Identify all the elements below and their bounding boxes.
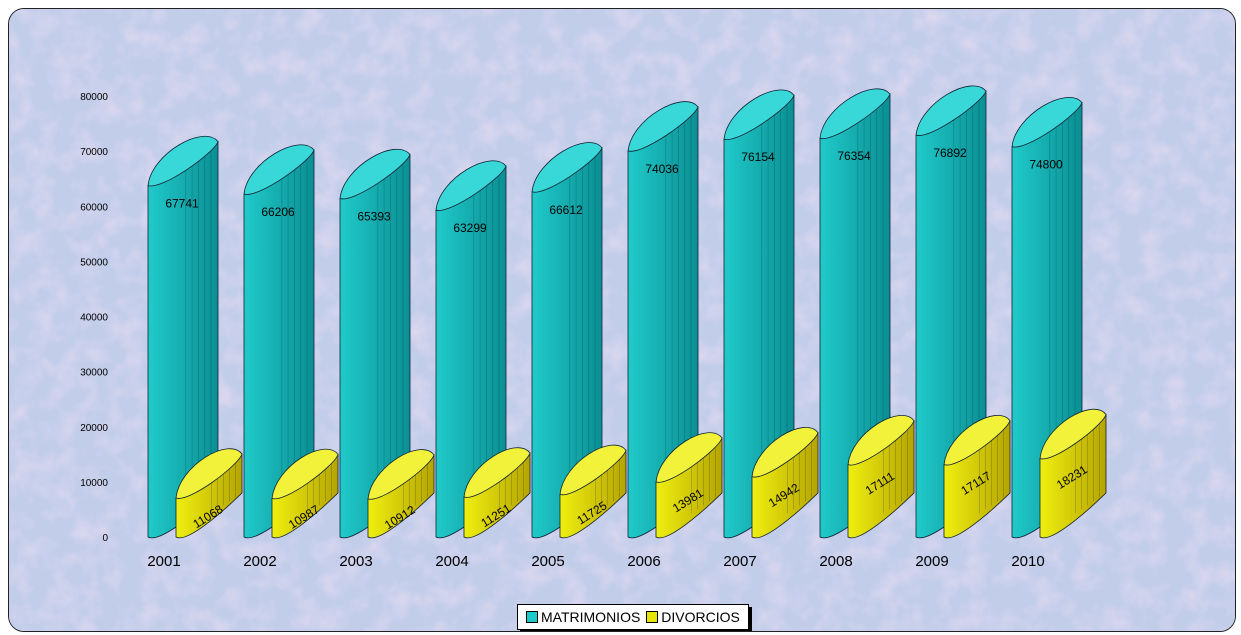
- legend-swatch-divorcios: [646, 611, 659, 623]
- bar-divorcios-top: [847, 415, 915, 466]
- bar-divorcios-top: [559, 444, 627, 496]
- bar-divorcios-body: [463, 452, 531, 539]
- bar-divorcios: [463, 447, 531, 539]
- x-tick-label: 2008: [819, 553, 852, 570]
- bar-matrimonios-top: [723, 89, 795, 140]
- x-tick-label: 2004: [435, 553, 468, 570]
- bar-divorcios-top: [271, 448, 339, 500]
- bar-divorcios-body: [559, 449, 627, 539]
- bar-matrimonios-top: [243, 144, 315, 195]
- data-label-matrimonios: 67741: [165, 197, 199, 211]
- y-tick-label: 30000: [80, 368, 108, 379]
- data-label-matrimonios: 66612: [549, 203, 583, 217]
- bar-divorcios: [655, 432, 723, 539]
- x-tick-label: 2006: [627, 553, 660, 570]
- bar-matrimonios-top: [147, 135, 219, 187]
- bar-divorcios: [175, 448, 243, 539]
- chart-canvas: 0 10000 20000 30000 40000 50000 60000 70000 8000…: [9, 9, 1235, 631]
- bar-matrimonios-top: [819, 88, 891, 139]
- chart-frame: 0 10000 20000 30000 40000 50000 60000 70000 8000…: [8, 8, 1236, 632]
- bar-divorcios: [1039, 408, 1107, 539]
- bar-matrimonios-top: [1011, 97, 1083, 148]
- bar-divorcios: [847, 415, 915, 539]
- y-tick-label: 70000: [80, 147, 108, 158]
- data-label-matrimonios: 63299: [453, 221, 487, 235]
- legend-item-divorcios: DIVORCIOS: [646, 609, 740, 625]
- legend-label-matrimonios: MATRIMONIOS: [541, 609, 641, 625]
- data-label-matrimonios: 76354: [837, 149, 871, 163]
- y-tick-label: 10000: [80, 478, 108, 489]
- bar-divorcios: [943, 415, 1011, 539]
- x-tick-label: 2005: [531, 553, 564, 570]
- bar-divorcios-body: [367, 454, 435, 539]
- bar-matrimonios-top: [339, 148, 411, 200]
- bar-divorcios: [559, 444, 627, 539]
- bar-matrimonios: [339, 148, 411, 539]
- bar-divorcios: [271, 448, 339, 539]
- bar-divorcios: [751, 427, 819, 539]
- y-tick-label: 40000: [80, 313, 108, 324]
- bar-matrimonios-top: [627, 101, 699, 152]
- bar-divorcios-top: [655, 432, 723, 483]
- data-label-matrimonios: 76154: [741, 150, 775, 164]
- data-label-matrimonios: 74800: [1029, 158, 1063, 172]
- bar-divorcios-body: [175, 453, 243, 539]
- x-tick-label: 2002: [243, 553, 276, 570]
- y-tick-label: 60000: [80, 202, 108, 213]
- bar-matrimonios-top: [435, 160, 507, 211]
- bar-divorcios-top: [1039, 408, 1107, 460]
- bar-divorcios-top: [175, 448, 243, 499]
- y-tick-label: 50000: [80, 257, 108, 268]
- data-label-matrimonios: 76892: [933, 146, 967, 160]
- bar-divorcios-top: [943, 415, 1011, 466]
- bar-divorcios-body: [1039, 413, 1107, 539]
- bar-divorcios-top: [367, 449, 435, 500]
- bar-matrimonios-top: [531, 142, 603, 193]
- legend-swatch-matrimonios: [526, 611, 538, 623]
- x-tick-label: 2009: [915, 553, 948, 570]
- bar-matrimonios-top: [915, 85, 987, 136]
- y-tick-label: 20000: [80, 423, 108, 434]
- bar-divorcios-body: [751, 431, 819, 539]
- data-label-matrimonios: 74036: [645, 162, 679, 176]
- legend: MATRIMONIOS DIVORCIOS: [517, 604, 749, 630]
- bar-divorcios-body: [943, 419, 1011, 539]
- bar-divorcios-top: [751, 427, 819, 478]
- y-tick-label: 80000: [80, 92, 108, 103]
- bar-matrimonios: [147, 135, 219, 539]
- x-tick-label: 2003: [339, 553, 372, 570]
- legend-item-matrimonios: MATRIMONIOS: [526, 609, 640, 625]
- bar-divorcios-body: [271, 453, 339, 539]
- bar-matrimonios: [435, 160, 507, 539]
- x-tick-label: 2010: [1011, 553, 1044, 570]
- legend-label-divorcios: DIVORCIOS: [661, 609, 740, 625]
- data-label-matrimonios: 66206: [261, 205, 295, 219]
- bar-divorcios-body: [847, 419, 915, 539]
- data-label-matrimonios: 65393: [357, 210, 391, 224]
- bar-divorcios-top: [463, 447, 531, 498]
- x-tick-label: 2007: [723, 553, 756, 570]
- bar-divorcios: [367, 449, 435, 539]
- x-tick-label: 2001: [147, 553, 180, 570]
- bar-matrimonios: [627, 101, 699, 539]
- y-tick-label: 0: [102, 533, 108, 544]
- bar-divorcios-body: [655, 437, 723, 539]
